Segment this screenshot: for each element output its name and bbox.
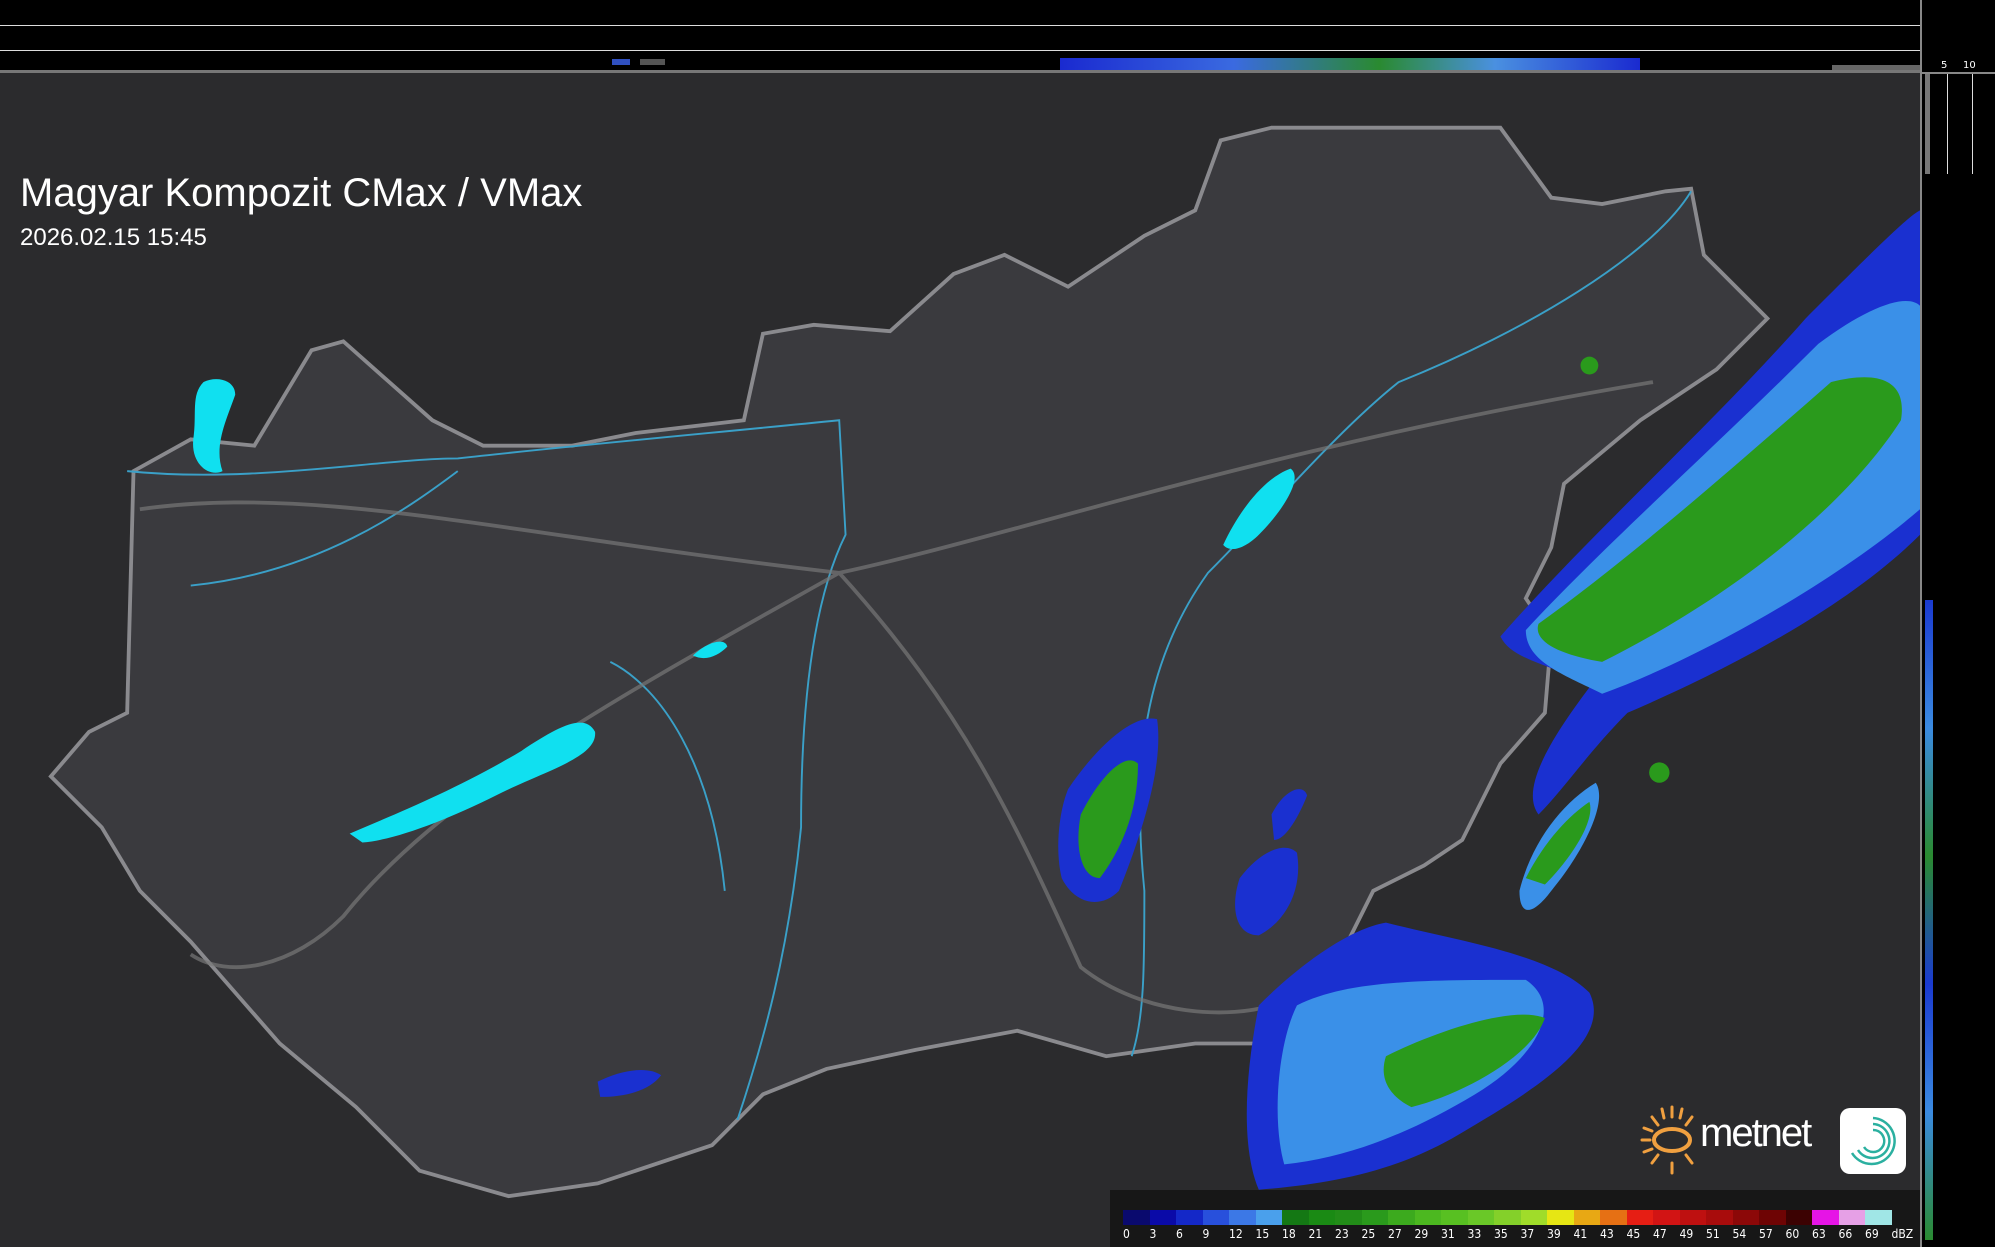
legend-label: 66 xyxy=(1838,1227,1853,1241)
legend-swatch xyxy=(1388,1210,1415,1225)
legend-label: 15 xyxy=(1255,1227,1270,1241)
legend-label: 41 xyxy=(1573,1227,1588,1241)
legend-label: 31 xyxy=(1441,1227,1455,1241)
legend-label: 18 xyxy=(1282,1227,1296,1241)
legend-swatch xyxy=(1149,1210,1176,1225)
legend-label: 69 xyxy=(1865,1227,1879,1241)
hungary-territory xyxy=(48,125,1771,1199)
legend-swatch xyxy=(1812,1210,1839,1225)
dbz-legend: 0 3 6 9 12 15 18 21 23 25 27 29 31 33 35 37 39 41 43 45 47 49… xyxy=(1110,1190,1920,1247)
legend-swatch xyxy=(1282,1210,1309,1225)
vertical-profile-right xyxy=(1920,0,1995,1247)
legend-label: 45 xyxy=(1626,1227,1641,1241)
sun-icon xyxy=(1640,1105,1694,1175)
legend-label: 37 xyxy=(1520,1227,1535,1241)
legend-label: 0 xyxy=(1123,1227,1130,1241)
legend-labels: 0 3 6 9 12 15 18 21 23 25 27 29 31 33 35 37 39 41 43 45 47 49… xyxy=(1123,1227,1914,1241)
axis-label: 5 xyxy=(1941,60,1948,71)
legend-label: 57 xyxy=(1759,1227,1773,1241)
legend-swatch xyxy=(1759,1210,1786,1225)
legend-swatch xyxy=(1706,1210,1733,1225)
metnet-logo: metnet xyxy=(1638,1103,1908,1177)
legend-label: 6 xyxy=(1176,1227,1183,1241)
legend-swatch xyxy=(1255,1210,1282,1225)
roads xyxy=(139,380,1654,1015)
legend-swatch xyxy=(1335,1210,1362,1225)
legend-swatch xyxy=(1679,1210,1706,1225)
legend-swatch xyxy=(1441,1210,1468,1225)
profile-baseline xyxy=(0,70,1920,73)
legend-label: 60 xyxy=(1785,1227,1800,1241)
map-layer xyxy=(48,125,1920,1199)
legend-label: 3 xyxy=(1149,1227,1157,1241)
legend-label: 23 xyxy=(1335,1227,1349,1241)
legend-swatch xyxy=(1176,1210,1203,1225)
lake-ferto xyxy=(193,379,236,473)
legend-swatch xyxy=(1494,1210,1521,1225)
legend-swatch xyxy=(1414,1210,1441,1225)
axis-label: 10 xyxy=(1963,60,1976,71)
legend-swatch xyxy=(1785,1210,1812,1225)
legend-color-bar xyxy=(1123,1210,1892,1225)
legend-swatch xyxy=(1573,1210,1600,1225)
legend-label: 25 xyxy=(1361,1227,1376,1241)
vertical-profile-top xyxy=(0,0,1920,73)
swirl-icon xyxy=(1850,1116,1896,1166)
profile-ground xyxy=(1832,65,1920,71)
precipitation xyxy=(597,210,1920,1190)
legend-label: 39 xyxy=(1547,1227,1561,1241)
profile-echo xyxy=(1060,58,1640,70)
map-datetime: 2026.02.15 15:45 xyxy=(20,224,207,251)
legend-label: 27 xyxy=(1388,1227,1402,1241)
legend-label: 43 xyxy=(1600,1227,1614,1241)
legend-swatch xyxy=(1732,1210,1759,1225)
legend-swatch xyxy=(1626,1210,1653,1225)
legend-swatch xyxy=(1229,1210,1256,1225)
profile-echo xyxy=(612,59,630,65)
legend-swatch xyxy=(1202,1210,1229,1225)
legend-swatch xyxy=(1547,1210,1574,1225)
legend-swatch xyxy=(1123,1210,1150,1225)
legend-label: 51 xyxy=(1706,1227,1720,1241)
legend-label: 54 xyxy=(1732,1227,1747,1241)
legend-swatch xyxy=(1838,1210,1865,1225)
lake-balaton xyxy=(349,722,596,843)
rivers xyxy=(127,190,1692,1121)
legend-label: 35 xyxy=(1494,1227,1508,1241)
legend-label: 49 xyxy=(1679,1227,1694,1241)
map-title: Magyar Kompozit CMax / VMax xyxy=(20,171,583,215)
legend-label: 12 xyxy=(1229,1227,1243,1241)
lake-velence xyxy=(692,641,728,659)
lake-tisza xyxy=(1223,468,1295,550)
legend-swatch xyxy=(1467,1210,1494,1225)
legend-label: 33 xyxy=(1467,1227,1482,1241)
legend-swatch xyxy=(1520,1210,1547,1225)
legend-label: 47 xyxy=(1653,1227,1667,1241)
gridline-5km xyxy=(0,50,1920,51)
legend-label: 29 xyxy=(1414,1227,1429,1241)
legend-label: 63 xyxy=(1812,1227,1826,1241)
legend-unit: dBZ xyxy=(1891,1227,1914,1241)
radar-map[interactable]: Magyar Kompozit CMax / VMax 2026.02.15 1… xyxy=(0,73,1920,1247)
legend-swatch xyxy=(1865,1210,1892,1225)
legend-swatch xyxy=(1308,1210,1335,1225)
gridline-10km xyxy=(0,25,1920,26)
legend-label: 9 xyxy=(1202,1227,1210,1241)
app-icon xyxy=(1840,1108,1906,1174)
legend-swatch xyxy=(1361,1210,1388,1225)
legend-swatch xyxy=(1653,1210,1680,1225)
legend-label: 21 xyxy=(1308,1227,1323,1241)
profile-echo xyxy=(640,59,665,65)
brand-name: metnet xyxy=(1700,1111,1812,1155)
legend-swatch xyxy=(1600,1210,1627,1225)
